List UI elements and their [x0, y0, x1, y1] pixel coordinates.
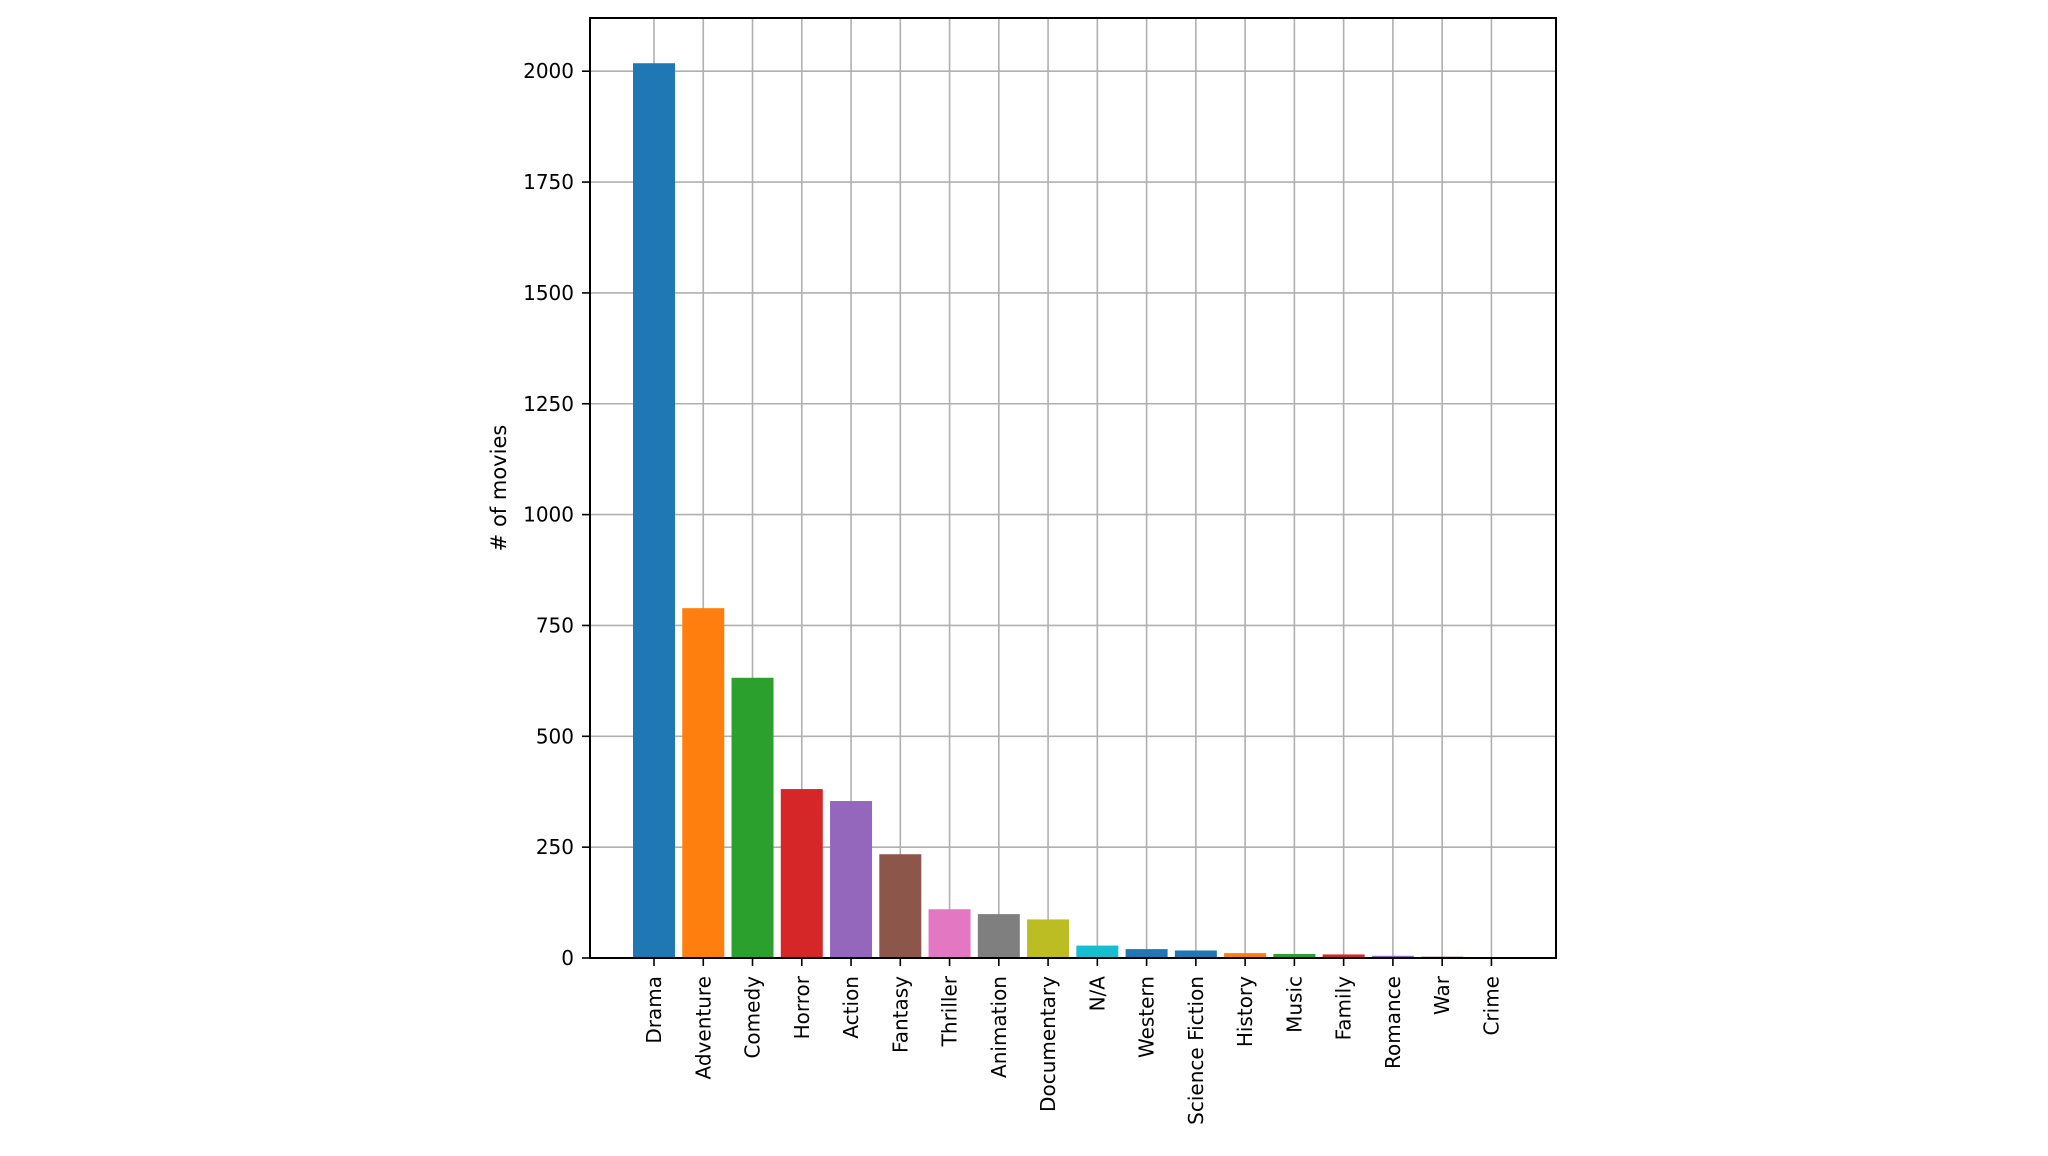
y-tick-label: 0: [561, 946, 574, 970]
x-tick-label: Drama: [642, 976, 666, 1044]
x-tick-label: Crime: [1479, 976, 1503, 1036]
y-tick-label: 2000: [523, 59, 574, 83]
x-tick-label: Family: [1332, 976, 1356, 1041]
y-axis-label: # of movies: [487, 425, 511, 552]
x-tick-label: Fantasy: [888, 976, 912, 1053]
bar-n-a: [1076, 945, 1119, 958]
x-tick-label: Romance: [1381, 976, 1405, 1069]
x-tick-label: Thriller: [938, 975, 962, 1047]
bar-animation: [977, 914, 1020, 958]
bar-thriller: [928, 909, 971, 958]
y-tick-label: 750: [536, 613, 574, 637]
x-tick-label: Action: [839, 976, 863, 1039]
x-tick-label: Adventure: [691, 976, 715, 1079]
x-tick-label: Western: [1135, 976, 1159, 1058]
bar-comedy: [731, 677, 774, 958]
x-tick-label: Documentary: [1036, 976, 1060, 1112]
bar-documentary: [1027, 919, 1070, 958]
y-tick-label: 1000: [523, 503, 574, 527]
x-tick-label: Animation: [987, 976, 1011, 1078]
x-tick-label: War: [1430, 975, 1454, 1015]
bar-drama: [633, 63, 675, 958]
y-tick-label: 500: [536, 724, 574, 748]
bar-family: [1322, 954, 1365, 958]
bar-fantasy: [879, 854, 922, 958]
bar-western: [1125, 949, 1168, 958]
x-tick-label: Music: [1282, 976, 1306, 1033]
bar-science-fiction: [1174, 950, 1217, 958]
bars: [633, 63, 1513, 958]
bar-romance: [1371, 955, 1414, 958]
ticks: 0 250 500 750 1000 1250 1500 1750 2000 Drama Adven…: [523, 59, 1503, 1125]
y-tick-label: 1500: [523, 281, 574, 305]
bar-action: [830, 801, 873, 958]
bar-history: [1224, 953, 1267, 958]
x-tick-label: N/A: [1085, 976, 1109, 1012]
x-tick-label: Comedy: [741, 976, 765, 1059]
plot-frame: [589, 17, 1557, 959]
bar-music: [1273, 954, 1316, 958]
x-tick-label: History: [1233, 976, 1257, 1047]
y-tick-label: 1250: [523, 392, 574, 416]
x-tick-label: Science Fiction: [1184, 976, 1208, 1125]
bar-horror: [780, 789, 823, 958]
y-tick-label: 1750: [523, 170, 574, 194]
y-tick-label: 250: [536, 835, 574, 859]
x-tick-label: Horror: [790, 975, 814, 1039]
bar-adventure: [682, 608, 725, 958]
